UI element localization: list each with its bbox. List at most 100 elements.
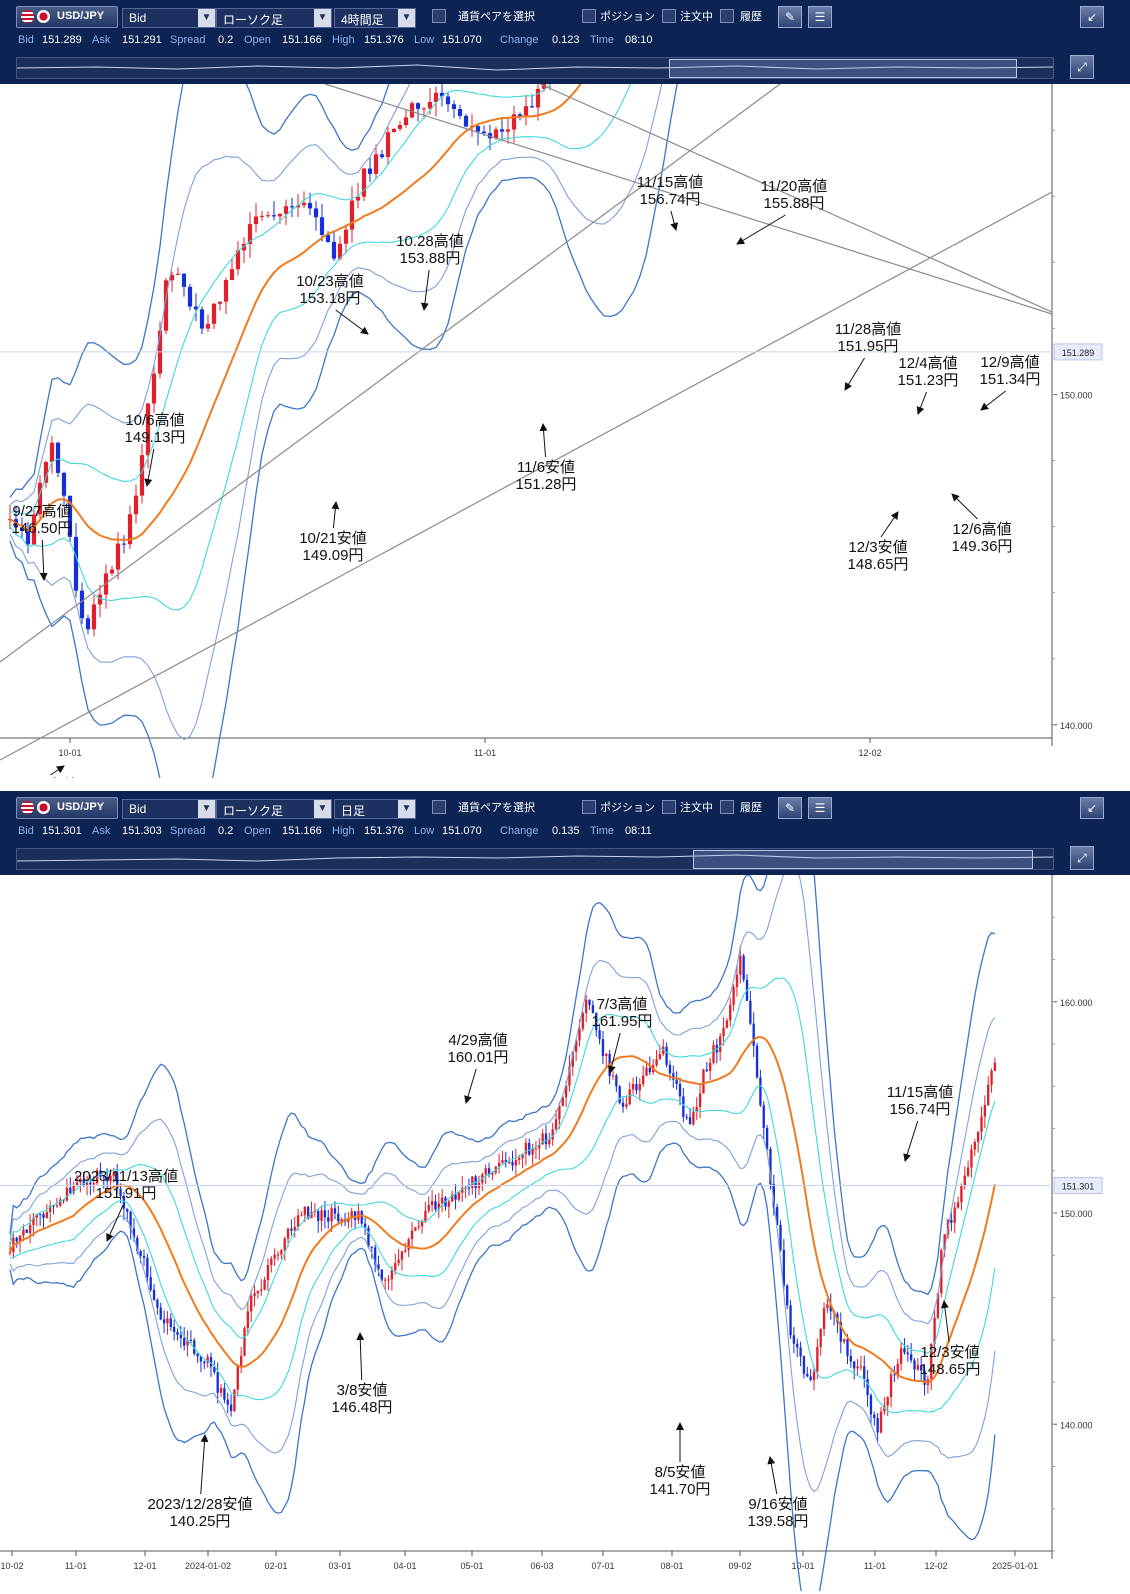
time-value: 08:10 [625, 34, 653, 46]
candle-body [983, 1105, 987, 1117]
candle-body [799, 1347, 802, 1357]
settings-icon[interactable]: ☰ [808, 797, 832, 819]
draw-tool-icon[interactable]: ✎ [778, 797, 802, 819]
candle-body [993, 1062, 997, 1071]
history-checkbox[interactable] [720, 800, 734, 814]
candle-body [558, 1105, 561, 1120]
x-tick-label: 09-02 [728, 1561, 751, 1571]
annotation-label: 11/6安値 [517, 459, 575, 476]
candle-body [235, 250, 241, 270]
chart-kind-select[interactable]: ローソク足 ▼ [216, 799, 332, 819]
candle-body [789, 1305, 792, 1336]
candle-body [211, 303, 217, 324]
timeframe-select[interactable]: 4時間足 ▼ [334, 8, 416, 28]
annotation-arrow [607, 1032, 621, 1074]
current-price-label: 151.301 [1062, 1182, 1095, 1192]
candle-body [373, 154, 379, 174]
collapse-icon[interactable]: ↙ [1080, 797, 1104, 819]
price-type-select[interactable]: Bid ▼ [122, 8, 216, 28]
candle-body [842, 1339, 846, 1342]
candle-body [631, 1084, 635, 1090]
price-type-select[interactable]: Bid ▼ [122, 799, 216, 819]
candle-body [668, 1064, 672, 1074]
y-tick-label: 150.000 [1060, 1209, 1093, 1219]
order-checkbox[interactable] [662, 9, 676, 23]
expand-icon[interactable]: ⤢ [1070, 846, 1094, 870]
trend-line [539, 84, 1053, 313]
candle-body [105, 1177, 109, 1182]
chart-kind-select[interactable]: ローソク足 ▼ [216, 8, 332, 28]
candle-body [876, 1418, 879, 1433]
navigator-thumb[interactable] [693, 850, 1033, 869]
y-tick-label: 140.000 [1060, 721, 1093, 731]
candle-body [859, 1366, 863, 1368]
select-pair-checkbox[interactable] [432, 800, 446, 814]
annotation-value: 140.25円 [170, 1513, 231, 1530]
quote-bar: Bid 151.301 Ask 151.303 Spread 0.2 Open … [0, 822, 1130, 842]
ask-value: 151.291 [122, 34, 162, 46]
candle-body [229, 1404, 233, 1411]
candle-body [306, 1206, 310, 1219]
candle-body [769, 1149, 772, 1185]
candle-body [45, 1212, 49, 1218]
candle-body [463, 115, 469, 127]
change-value: 0.123 [552, 34, 580, 46]
candle-body [183, 1338, 186, 1346]
navigator-thumb[interactable] [669, 59, 1017, 78]
chart-panel-daily: USD/JPY Bid ▼ ローソク足 ▼ 日足 ▼ 通貨ペアを選択 ポジション 注文… [0, 791, 1130, 1591]
candle-body [271, 215, 277, 217]
timeframe-value: 4時間足 [341, 13, 384, 27]
candle-body [933, 1317, 936, 1345]
candle-body [635, 1084, 638, 1091]
timeframe-select[interactable]: 日足 ▼ [334, 799, 416, 819]
candle-body [270, 1258, 273, 1266]
x-tick-label: 04-01 [393, 1561, 416, 1571]
candle-body [595, 1013, 598, 1031]
candle-body [136, 1237, 139, 1252]
candle-body [347, 1218, 350, 1222]
x-tick-label: 10-01 [58, 748, 81, 758]
moving-average-line [9, 84, 582, 541]
candle-body [564, 1085, 568, 1098]
candle-body [385, 132, 391, 158]
select-pair-checkbox[interactable] [432, 9, 446, 23]
pair-button[interactable]: USD/JPY [16, 6, 118, 28]
candle-body [819, 1329, 822, 1347]
candle-body [276, 1254, 280, 1256]
settings-icon[interactable]: ☰ [808, 6, 832, 28]
navigator-sparkline [17, 64, 1053, 71]
pair-button[interactable]: USD/JPY [16, 797, 118, 819]
candle-body [370, 1246, 373, 1248]
open-label: Open [244, 825, 271, 837]
history-checkbox[interactable] [720, 9, 734, 23]
candle-body [403, 117, 409, 126]
candle-body [186, 1339, 189, 1346]
candle-body [735, 974, 739, 987]
candle-body [467, 1187, 471, 1189]
position-label: ポジション [600, 11, 655, 23]
position-checkbox[interactable] [582, 800, 596, 814]
order-checkbox[interactable] [662, 800, 676, 814]
candle-body [873, 1414, 876, 1419]
position-checkbox[interactable] [582, 9, 596, 23]
candle-body [909, 1354, 913, 1361]
candle-body [109, 1176, 112, 1182]
annotation-arrow [736, 214, 786, 245]
candle-body [879, 1411, 883, 1433]
candle-body [424, 1210, 427, 1222]
candle-body [310, 1212, 313, 1219]
candle-body [883, 1405, 886, 1412]
candle-body [189, 1339, 193, 1341]
candle-body [146, 1257, 149, 1278]
candle-body [792, 1335, 796, 1344]
expand-icon[interactable]: ⤢ [1070, 55, 1094, 79]
candle-body [662, 1046, 665, 1055]
candle-body [67, 495, 73, 537]
plot-area [0, 875, 1052, 1551]
chart-navigator[interactable] [16, 848, 1054, 870]
chart-navigator[interactable] [16, 57, 1054, 79]
price-chart-4h: 140.000 150.000 10-01 11-01 12-02 151.289 9/27… [0, 84, 1103, 778]
collapse-icon[interactable]: ↙ [1080, 6, 1104, 28]
candle-body [655, 1059, 658, 1065]
draw-tool-icon[interactable]: ✎ [778, 6, 802, 28]
